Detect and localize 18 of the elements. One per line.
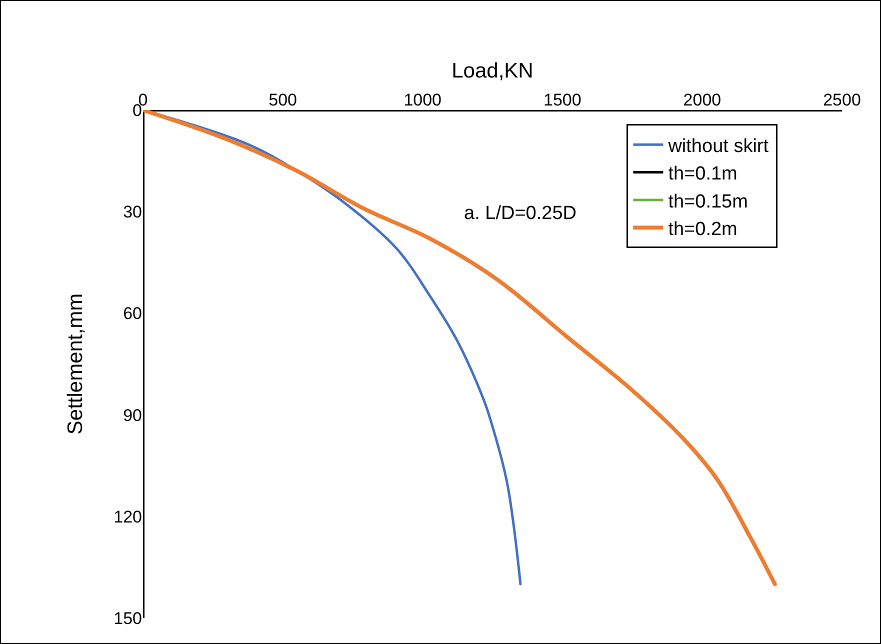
line-series (143, 110, 777, 586)
x-tick-label: 2500 (823, 90, 861, 110)
y-tick-label: 30 (123, 202, 142, 222)
x-axis-title: Load,KN (452, 60, 534, 83)
legend-label: th=0.15m (668, 191, 748, 212)
x-tick-label: 1500 (543, 90, 582, 110)
annotation: a. L/D=0.25D (464, 203, 576, 224)
x-tick-label: 2000 (683, 90, 722, 110)
legend-label: th=0.1m (668, 164, 738, 185)
x-tick-label: 1000 (404, 90, 442, 110)
y-tick-label: 120 (114, 507, 142, 526)
legend-label: without skirt (667, 136, 770, 157)
y-tick-label: 150 (114, 608, 142, 628)
y-tick-label: 90 (123, 406, 142, 425)
y-axis-title: Settlement,mm (64, 293, 87, 435)
y-tick-label: 60 (123, 304, 142, 324)
x-tick-label: 500 (268, 90, 297, 110)
legend-label: th=0.2m (668, 219, 738, 240)
